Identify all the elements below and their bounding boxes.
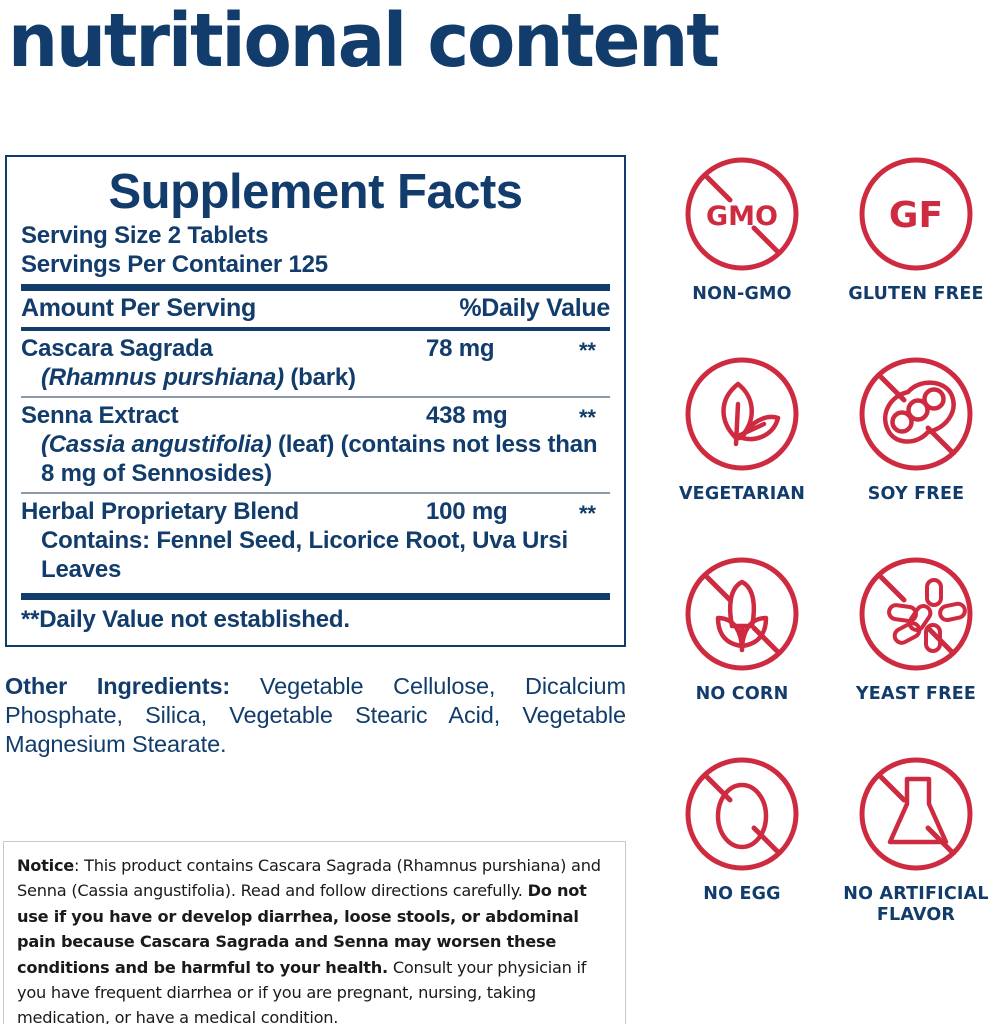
daily-value-footnote: **Daily Value not established. [21, 606, 350, 633]
servings-per-container: Servings Per Container 125 [21, 251, 328, 278]
other-ingredients: Other Ingredients: Vegetable Cellulose, … [5, 672, 626, 759]
left-column: Supplement Facts Serving Size 2 Tablets … [3, 155, 626, 1024]
table-row: Cascara Sagrada 78 mg ** (Rhamnus purshi… [21, 331, 610, 396]
supplement-facts-title: Supplement Facts [108, 165, 523, 219]
ingredient-botanical-name: (Cassia angustifolia) [41, 431, 272, 458]
certification-badges-grid: GMO NON-GMO GF GLUTEN FREE VEGETARIAN [655, 152, 1003, 952]
ingredient-daily-value: ** [579, 501, 596, 526]
rule-thick-top [21, 284, 610, 291]
no-artificial-flavor-icon [859, 757, 973, 871]
daily-value-header: %Daily Value [459, 294, 610, 322]
ingredient-name: Herbal Proprietary Blend [21, 498, 299, 525]
notice-box: Notice: This product contains Cascara Sa… [3, 841, 626, 1024]
badge-vegetarian: VEGETARIAN [655, 352, 829, 552]
badge-label: NO CORN [695, 684, 789, 704]
serving-size: Serving Size 2 Tablets [21, 222, 269, 249]
badge-soy-free: SOY FREE [829, 352, 1003, 552]
ingredient-daily-value: ** [579, 405, 596, 430]
ingredient-part: (leaf) (contains not less than 8 mg of S… [41, 431, 598, 487]
ingredient-amount: 100 mg [426, 498, 508, 525]
yeast-free-icon [859, 557, 973, 671]
rule-thin-2 [21, 492, 610, 494]
badge-label: VEGETARIAN [678, 484, 806, 504]
rule-thin-1 [21, 396, 610, 398]
no-egg-icon [685, 757, 799, 871]
notice-warning: Do not use if you have or develop diarrh… [17, 881, 587, 977]
badge-label: YEAST FREE [855, 684, 977, 704]
ingredient-botanical-name: (Rhamnus purshiana) [41, 364, 284, 391]
gluten-free-icon: GF [859, 157, 973, 271]
ingredient-name: Senna Extract [21, 402, 179, 429]
ingredient-subtext: Contains: Fennel Seed, Licorice Root, Uv… [41, 527, 568, 583]
amount-per-serving-header: Amount Per Serving [21, 294, 256, 322]
rule-under-header [21, 327, 610, 331]
badge-label: NON-GMO [692, 284, 792, 304]
supplement-facts-panel: Supplement Facts Serving Size 2 Tablets … [5, 155, 626, 647]
badge-no-corn: NO CORN [655, 552, 829, 752]
ingredient-subtext: (Cassia angustifolia) (leaf) (contains n… [21, 430, 610, 488]
page-title: nutritional content [8, 0, 720, 84]
notice-label: Notice [17, 856, 75, 875]
no-corn-icon [685, 557, 799, 671]
badge-label: NO ARTIFICIAL FLAVOR [843, 884, 989, 925]
ingredient-amount: 78 mg [426, 335, 495, 362]
vegetarian-leaf-icon [685, 357, 799, 471]
ingredient-part: (bark) [283, 364, 356, 391]
soy-free-icon [859, 357, 973, 471]
table-row: Senna Extract 438 mg ** (Cassia angustif… [21, 398, 610, 492]
badge-label: SOY FREE [867, 484, 965, 504]
notice-part-1: : This product contains Cascara Sagrada … [17, 856, 601, 901]
non-gmo-icon: GMO [685, 157, 799, 271]
badge-no-egg: NO EGG [655, 752, 829, 952]
table-row: Herbal Proprietary Blend 100 mg ** Conta… [21, 494, 610, 588]
ingredient-amount: 438 mg [426, 402, 508, 429]
svg-text:GF: GF [889, 195, 943, 236]
ingredient-subtext: (Rhamnus purshiana) (bark) [21, 363, 610, 392]
badge-no-artificial-flavor: NO ARTIFICIAL FLAVOR [829, 752, 1003, 952]
badge-gluten-free: GF GLUTEN FREE [829, 152, 1003, 352]
ingredient-name: Cascara Sagrada [21, 335, 213, 362]
badge-label: GLUTEN FREE [848, 284, 984, 304]
notice-part-2: Consult your physician if you have frequ… [17, 957, 587, 1024]
other-ingredients-text: Vegetable Cellulose, Dicalcium Phosphate… [5, 673, 627, 757]
table-header-row: Amount Per Serving %Daily Value [21, 292, 610, 326]
svg-text:GMO: GMO [706, 201, 778, 232]
ingredient-daily-value: ** [579, 338, 596, 363]
badge-yeast-free: YEAST FREE [829, 552, 1003, 752]
badge-label: NO EGG [703, 884, 781, 904]
badge-non-gmo: GMO NON-GMO [655, 152, 829, 352]
notice-text: Notice: This product contains Cascara Sa… [17, 853, 612, 1024]
rule-thick-bottom [21, 593, 610, 600]
other-ingredients-label: Other Ingredients: [5, 673, 231, 699]
